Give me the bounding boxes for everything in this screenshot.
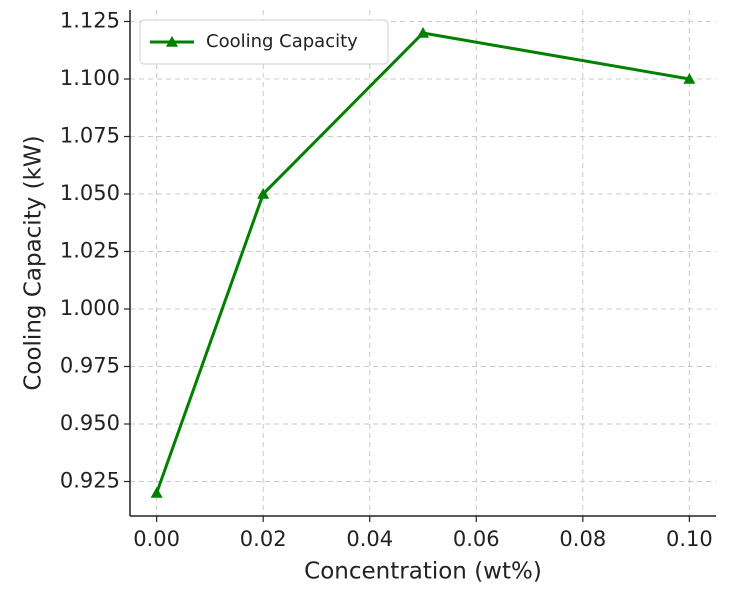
x-tick-label: 0.00 <box>133 527 180 551</box>
y-tick-label: 0.950 <box>60 411 120 435</box>
x-axis-label: Concentration (wt%) <box>304 559 542 585</box>
marker <box>150 487 163 498</box>
y-tick-label: 1.050 <box>60 181 120 205</box>
legend-box <box>139 19 389 65</box>
legend: Cooling Capacity <box>139 19 389 65</box>
line <box>155 31 690 494</box>
x-tick-label: 0.08 <box>559 527 606 551</box>
y-tick-label: 1.025 <box>60 239 120 263</box>
y-tick-label: 0.925 <box>60 469 120 493</box>
x-tick-label: 0.10 <box>666 527 713 551</box>
x-tick-label: 0.02 <box>240 527 287 551</box>
y-tick-label: 0.975 <box>60 354 120 378</box>
marker <box>683 73 696 84</box>
marker <box>257 188 270 199</box>
y-tick-label: 1.000 <box>60 296 120 320</box>
y-axis-label: Cooling Capacity (kW) <box>21 135 47 390</box>
x-tick-label: 0.06 <box>453 527 500 551</box>
marker <box>417 27 429 38</box>
y-tick-label: 1.100 <box>60 66 120 90</box>
y-tick-label: 1.075 <box>60 124 120 148</box>
y-tick-label: 1.125 <box>60 9 120 33</box>
legend-label: Cooling Capacity <box>206 31 358 52</box>
x-tick-label: 0.04 <box>346 527 393 551</box>
legend-marker <box>166 36 178 47</box>
